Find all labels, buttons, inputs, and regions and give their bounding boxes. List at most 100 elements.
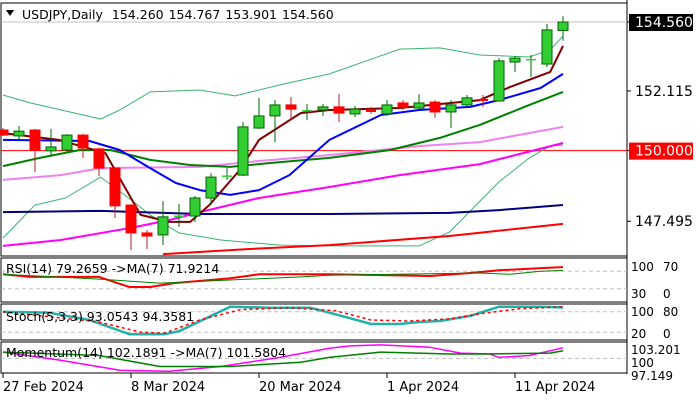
overlay-ma-red-line — [162, 222, 564, 256]
stoch-axis-label: 0 — [663, 327, 671, 341]
stochastic-panel[interactable] — [1, 305, 627, 336]
date-tick-label: 8 Mar 2024 — [131, 380, 205, 395]
candle[interactable] — [302, 104, 312, 121]
candle[interactable] — [141, 230, 153, 250]
candle[interactable] — [45, 128, 57, 156]
candle[interactable] — [222, 168, 232, 180]
candle[interactable] — [509, 56, 521, 72]
candle[interactable] — [29, 128, 41, 173]
candle[interactable] — [381, 100, 393, 116]
stoch-label: Stoch(5,3,3) 93.0543 94.3581 — [6, 309, 194, 324]
overlay-ma-magenta-line — [2, 142, 564, 247]
rsi-axis-label: 0 — [663, 287, 671, 301]
candle[interactable] — [237, 122, 249, 176]
candle-body — [285, 104, 297, 110]
candle-body — [13, 130, 25, 137]
candle[interactable] — [269, 100, 281, 143]
momentum-momentum-ma-line — [2, 350, 564, 368]
candle-body — [77, 134, 89, 149]
price-tick-label: 147.495 — [635, 214, 693, 230]
candle-body — [269, 104, 281, 117]
candle-body — [253, 115, 265, 129]
momentum-panel[interactable] — [1, 344, 627, 373]
candle[interactable] — [429, 100, 441, 118]
candle[interactable] — [349, 106, 361, 118]
candle-body — [141, 232, 153, 237]
date-tick-label: 20 Mar 2024 — [259, 380, 341, 395]
candle-body — [541, 29, 553, 65]
candle[interactable] — [541, 23, 553, 68]
candle-body — [461, 97, 473, 106]
date-tick-label: 1 Apr 2024 — [387, 380, 459, 395]
date-tick-label: 27 Feb 2024 — [3, 380, 84, 395]
candle-body — [526, 58, 536, 61]
candle-body — [317, 106, 329, 111]
overlay-bands-line — [2, 144, 564, 247]
date-tick-label: 11 Apr 2024 — [515, 380, 595, 395]
momentum-label: Momentum(14) 102.1891 ->MA(7) 101.5804 — [6, 345, 286, 360]
candle[interactable] — [93, 147, 105, 176]
rsi-rsi-ma-line — [2, 269, 564, 284]
candle[interactable] — [189, 195, 201, 222]
candle[interactable] — [526, 54, 536, 77]
overlay-ma-green-line — [2, 90, 564, 168]
candle[interactable] — [61, 133, 73, 153]
candle[interactable] — [397, 100, 409, 110]
candle[interactable] — [445, 100, 457, 129]
candle[interactable] — [0, 128, 9, 136]
candle-body — [93, 148, 105, 169]
close-price: 154.560 — [282, 7, 334, 22]
rsi-label: RSI(14) 79.2659 ->MA(7) 71.9214 — [6, 261, 219, 276]
overlay-ma-fast-line — [2, 45, 564, 223]
candle-body — [302, 109, 312, 112]
candle[interactable] — [557, 16, 569, 41]
candle[interactable] — [413, 94, 425, 110]
candle[interactable] — [493, 58, 505, 102]
candle-body — [29, 129, 41, 151]
candle-body — [157, 216, 169, 236]
candle-body — [397, 102, 409, 108]
candle[interactable] — [205, 173, 217, 206]
candle-body — [557, 21, 569, 31]
overlay-ma-navy-line — [2, 204, 564, 215]
candle[interactable] — [253, 97, 265, 129]
candle[interactable] — [109, 167, 121, 218]
candle[interactable] — [317, 104, 329, 116]
candle[interactable] — [333, 93, 345, 123]
axes: 154.560 152.115 150.000 147.495 100 70 30 0 100 8… — [2, 14, 693, 395]
candle-body — [381, 104, 393, 115]
header-line: USDJPY,Daily 154.260 154.767 153.901 154.560 — [22, 7, 334, 22]
candle-body — [0, 129, 9, 136]
candle[interactable] — [77, 133, 89, 158]
panel-border — [0, 2, 628, 257]
stoch-stoch-main-line — [2, 305, 564, 336]
candle[interactable] — [366, 106, 376, 114]
candle-body — [493, 60, 505, 102]
candle-body — [174, 215, 184, 217]
candle[interactable] — [478, 95, 488, 107]
candle[interactable] — [285, 97, 297, 121]
candle-body — [222, 175, 232, 177]
candle[interactable] — [157, 201, 169, 246]
candle-body — [349, 108, 361, 115]
candle-body — [366, 109, 376, 112]
candle-body — [445, 104, 457, 113]
candle[interactable] — [174, 203, 184, 228]
candle-body — [125, 204, 137, 234]
stoch-axis-label: 100 — [631, 305, 654, 319]
dropdown-triangle-icon[interactable] — [6, 10, 14, 16]
stoch-axis-label: 20 — [631, 327, 646, 341]
overlay-ma-violet-line — [2, 125, 564, 181]
current-price-badge — [629, 14, 693, 31]
chart-header: USDJPY,Daily 154.260 154.767 153.901 154.560 — [6, 7, 334, 22]
momentum-axis-label: 100 — [631, 356, 654, 370]
candle[interactable] — [13, 126, 25, 140]
price-panel[interactable] — [0, 16, 627, 256]
rsi-axis-label: 70 — [663, 260, 678, 274]
rsi-panel[interactable] — [1, 266, 627, 290]
candle-body — [413, 102, 425, 109]
candle[interactable] — [125, 204, 137, 251]
candle[interactable] — [461, 95, 473, 107]
price-tick-label: 152.115 — [635, 84, 693, 100]
